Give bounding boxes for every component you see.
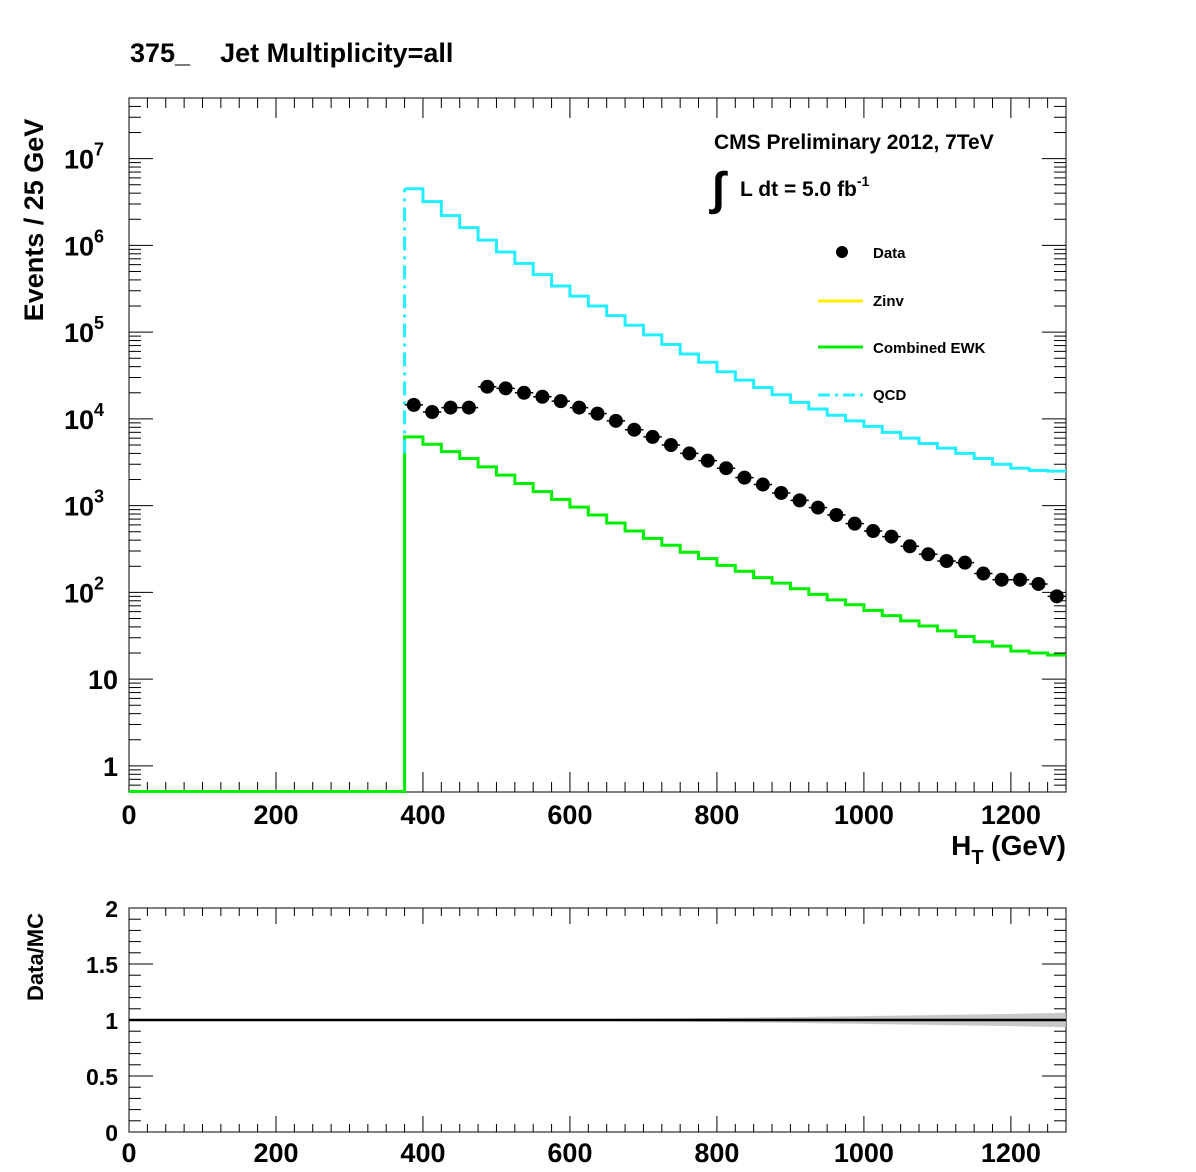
x-axis-label-unit: (GeV) xyxy=(984,830,1066,861)
y-tick-label: 103 xyxy=(64,487,104,522)
ratio-x-tick-label: 0 xyxy=(121,1138,136,1168)
data-point xyxy=(1049,589,1064,604)
legend-zinv-label: Zinv xyxy=(873,293,904,310)
data-point xyxy=(719,461,734,476)
x-tick-label: 1200 xyxy=(981,800,1041,830)
integral-sign: ∫ xyxy=(708,162,728,215)
lumi-annotation: L dt = 5.0 fb-1 xyxy=(740,173,870,201)
ratio-y-axis-label: Data/MC xyxy=(23,913,48,1001)
ratio-y-tick-label: 2 xyxy=(105,896,118,922)
main-series xyxy=(129,187,1066,793)
data-point xyxy=(829,507,844,522)
main-x-ticks: 0 200 400 600 800 1000 1200 xyxy=(121,98,1067,830)
ratio-y-tick-label: 0.5 xyxy=(86,1064,118,1090)
data-point xyxy=(553,394,568,409)
x-axis-label-main: H xyxy=(951,830,971,861)
data-point xyxy=(994,572,1009,587)
chart-title: 375_ Jet Multiplicity=all xyxy=(130,38,453,68)
data-point xyxy=(884,529,899,544)
data-point xyxy=(921,547,936,562)
data-point xyxy=(902,539,917,554)
data-point xyxy=(1013,572,1028,587)
data-point xyxy=(774,485,789,500)
series-combined-ewk xyxy=(129,435,1066,793)
data-point xyxy=(480,379,495,394)
data-point xyxy=(590,406,605,421)
data-point xyxy=(425,405,440,420)
main-plot: 375_ Jet Multiplicity=all 1 10 102 103 104 10… xyxy=(19,38,1067,869)
data-point xyxy=(737,470,752,485)
ratio-y-tick-label: 1.5 xyxy=(86,952,118,978)
data-point xyxy=(939,554,954,569)
y-axis-label: Events / 25 GeV xyxy=(19,119,49,322)
series-qcd xyxy=(404,187,1066,473)
x-tick-label: 200 xyxy=(253,800,298,830)
x-axis-label-sub: T xyxy=(971,847,983,869)
ratio-x-ticks: 0 200 400 600 800 1000 1200 xyxy=(121,908,1067,1168)
data-point xyxy=(627,422,642,437)
data-point xyxy=(461,400,476,415)
ratio-x-tick-label: 1000 xyxy=(834,1138,894,1168)
y-tick-label: 104 xyxy=(64,400,104,435)
y-tick-label: 10 xyxy=(88,665,118,695)
data-point xyxy=(847,516,862,531)
legend: Data Zinv Combined EWK QCD xyxy=(818,245,986,404)
data-point xyxy=(608,413,623,428)
y-tick-label: 102 xyxy=(64,573,104,608)
legend-qcd-label: QCD xyxy=(873,387,907,404)
legend-ewk-label: Combined EWK xyxy=(873,340,986,357)
data-point xyxy=(443,400,458,415)
ratio-x-tick-label: 400 xyxy=(400,1138,445,1168)
ratio-y-tick-label: 1 xyxy=(105,1008,118,1034)
x-tick-label: 600 xyxy=(547,800,592,830)
x-tick-label: 1000 xyxy=(834,800,894,830)
ratio-x-tick-label: 200 xyxy=(253,1138,298,1168)
data-point xyxy=(755,477,770,492)
data-point xyxy=(976,566,991,581)
cms-annotation: CMS Preliminary 2012, 7TeV xyxy=(714,131,994,154)
ratio-y-tick-label: 0 xyxy=(105,1120,118,1146)
data-point xyxy=(1031,576,1046,591)
y-tick-label: 106 xyxy=(64,226,104,261)
data-point xyxy=(866,524,881,539)
data-point xyxy=(663,438,678,452)
data-point xyxy=(700,453,715,468)
data-point xyxy=(957,555,972,570)
x-axis-label: HT (GeV) xyxy=(951,830,1066,869)
data-point xyxy=(535,389,550,404)
data-point xyxy=(517,385,532,400)
data-point xyxy=(682,446,697,461)
data-point xyxy=(406,397,421,412)
x-tick-label: 0 xyxy=(121,800,136,830)
x-tick-label: 800 xyxy=(694,800,739,830)
ratio-x-tick-label: 1200 xyxy=(981,1138,1041,1168)
y-tick-label: 105 xyxy=(64,313,104,348)
ratio-x-tick-label: 600 xyxy=(547,1138,592,1168)
data-point xyxy=(645,429,660,444)
legend-data-label: Data xyxy=(873,245,906,262)
y-tick-label: 107 xyxy=(64,140,104,175)
ratio-plot: 0 0.5 1 1.5 2 0 200 400 600 800 1000 1200 Data/MC xyxy=(23,896,1067,1168)
y-tick-label: 1 xyxy=(103,752,118,782)
ratio-x-tick-label: 800 xyxy=(694,1138,739,1168)
data-point xyxy=(792,493,807,508)
data-point xyxy=(572,400,587,415)
x-tick-label: 400 xyxy=(400,800,445,830)
main-y-ticks: 1 10 102 103 104 105 106 107 xyxy=(64,97,1066,793)
data-point xyxy=(810,500,825,515)
lumi-text: L dt = 5.0 fb xyxy=(740,178,857,201)
data-point xyxy=(498,381,513,396)
ratio-y-ticks: 0 0.5 1 1.5 2 xyxy=(86,896,1066,1146)
lumi-exponent: -1 xyxy=(857,173,870,189)
legend-data-marker xyxy=(836,246,848,258)
